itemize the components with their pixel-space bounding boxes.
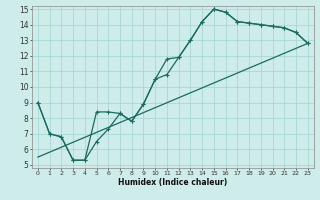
X-axis label: Humidex (Indice chaleur): Humidex (Indice chaleur) xyxy=(118,178,228,187)
